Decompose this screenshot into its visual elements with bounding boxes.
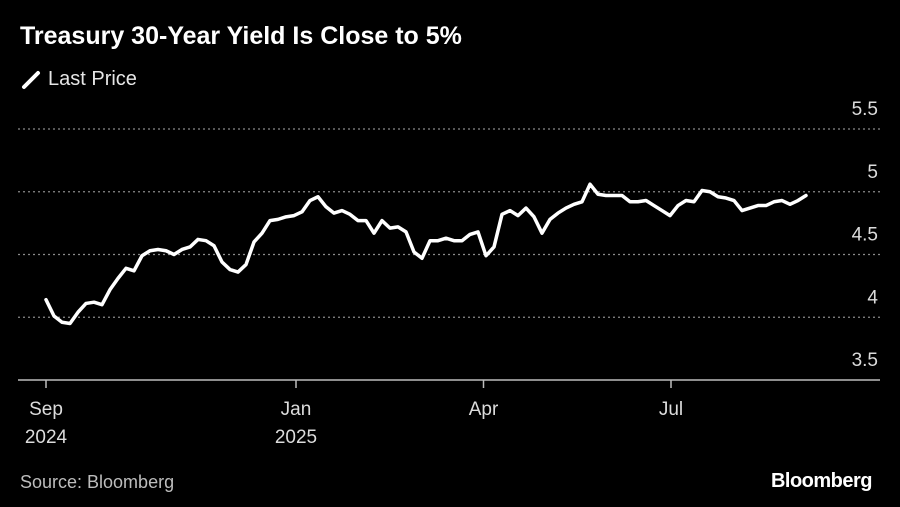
legend-swatch: [22, 71, 40, 89]
x-tick-label: Apr: [468, 399, 499, 420]
x-tick-label: Jul: [658, 399, 684, 420]
legend-label: Last Price: [48, 68, 137, 90]
chart-title: Treasury 30-Year Yield Is Close to 5%: [20, 22, 462, 50]
y-tick-label: 3.5: [852, 350, 878, 371]
brand-logo: Bloomberg: [770, 470, 873, 492]
y-tick-label: 4: [867, 287, 878, 308]
x-tick-label: Jan 2025: [274, 399, 318, 448]
y-tick-label: 4.5: [852, 225, 878, 246]
y-tick-label: 5: [867, 162, 878, 183]
x-tick-label: Sep 2024: [24, 399, 68, 448]
line-series: [44, 182, 808, 326]
source-note: Source: Bloomberg: [20, 472, 175, 492]
y-tick-label: 5.5: [852, 99, 878, 120]
